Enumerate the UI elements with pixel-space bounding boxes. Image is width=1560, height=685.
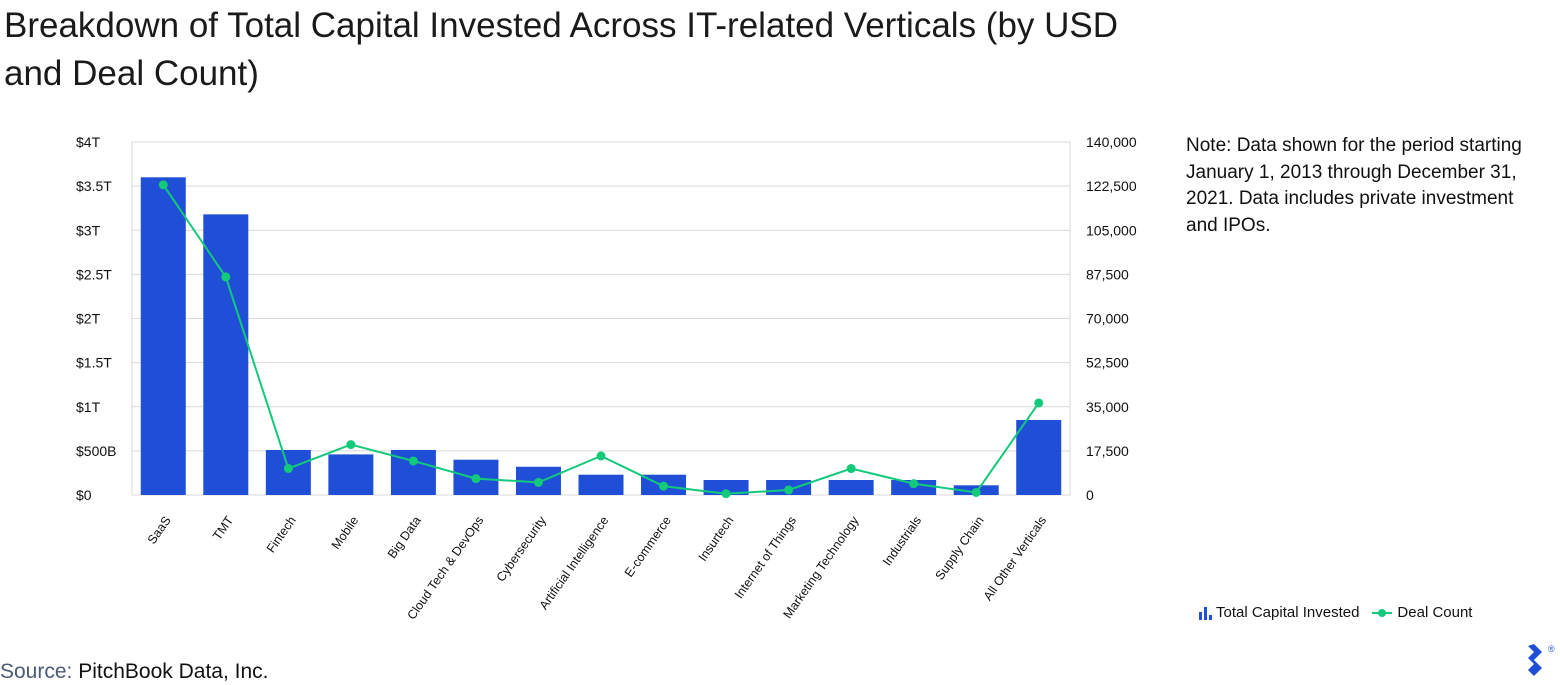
y-right-tick-label: 122,500 <box>1086 178 1137 194</box>
svg-text:®: ® <box>1548 644 1555 654</box>
deal-count-point-8 <box>659 481 669 491</box>
line-marker-icon <box>1372 608 1393 617</box>
chart-legend: Total Capital Invested Deal Count <box>1198 604 1472 621</box>
x-category-label: Supply Chain <box>933 514 987 583</box>
deal-count-point-10 <box>784 485 794 495</box>
source-line: Source: PitchBook Data, Inc. <box>0 660 268 684</box>
y-left-tick-label: $2.5T <box>76 266 112 282</box>
source-label: Source: <box>0 660 73 683</box>
x-category-label: Fintech <box>264 514 299 556</box>
y-left-tick-label: $2T <box>76 311 101 327</box>
bar-chart-icon <box>1199 606 1212 620</box>
y-right-tick-label: 87,500 <box>1086 266 1129 282</box>
y-left-tick-label: $0 <box>76 487 92 503</box>
deal-count-point-12 <box>909 479 919 489</box>
deal-count-line <box>162 184 1040 495</box>
legend-item-line: Deal Count <box>1371 604 1472 621</box>
deal-count-point-4 <box>408 456 418 466</box>
deal-count-point-6 <box>533 477 543 487</box>
y-right-tick-label: 52,500 <box>1086 355 1129 371</box>
deal-count-point-14 <box>1034 398 1044 408</box>
deal-count-point-3 <box>346 440 356 450</box>
y-left-tick-label: $3.5T <box>76 178 112 194</box>
x-category-label: TMT <box>210 513 236 542</box>
y-right-tick-label: 0 <box>1086 487 1094 503</box>
deal-count-point-13 <box>971 487 981 497</box>
legend-item-bar: Total Capital Invested <box>1198 604 1359 621</box>
legend-line-label: Deal Count <box>1397 604 1473 621</box>
deal-count-point-9 <box>721 489 731 499</box>
y-left-tick-label: $1.5T <box>76 355 112 371</box>
x-category-label: Mobile <box>329 514 362 552</box>
x-category-label: Insurtech <box>696 514 737 564</box>
legend-bar-label: Total Capital Invested <box>1216 604 1360 621</box>
bar-7 <box>578 474 624 495</box>
y-right-tick-label: 140,000 <box>1086 134 1137 150</box>
x-category-label: Industrials <box>880 514 924 569</box>
deal-count-point-2 <box>283 464 293 474</box>
y-left-tick-label: $500B <box>76 443 116 459</box>
bar-0 <box>140 177 186 496</box>
deal-count-point-1 <box>221 272 231 282</box>
y-left-tick-label: $3T <box>76 222 101 238</box>
x-category-label: All Other Verticals <box>981 514 1049 603</box>
deal-count-point-0 <box>158 180 168 190</box>
source-text: PitchBook Data, Inc. <box>78 660 269 683</box>
y-left-tick-label: $1T <box>76 399 101 415</box>
chart-note: Note: Data shown for the period starting… <box>1186 135 1522 236</box>
bar-11 <box>828 479 874 495</box>
y-right-tick-label: 17,500 <box>1086 443 1129 459</box>
deal-count-point-7 <box>596 451 606 461</box>
deal-count-point-11 <box>846 464 856 474</box>
bar-14 <box>1016 419 1062 495</box>
bar-3 <box>328 454 374 495</box>
x-category-label: Artificial Intelligence <box>537 514 612 613</box>
bar-1 <box>203 214 249 496</box>
x-category-label: E-commerce <box>622 514 674 580</box>
y-right-tick-label: 70,000 <box>1086 311 1129 327</box>
x-category-label: Cybersecurity <box>494 513 550 584</box>
toptal-logo-icon: ® <box>1528 644 1555 676</box>
chart-title: Breakdown of Total Capital Invested Acro… <box>4 6 1119 93</box>
x-category-label: SaaS <box>145 514 174 547</box>
y-right-tick-label: 35,000 <box>1086 399 1129 415</box>
bar-9 <box>703 479 749 495</box>
x-category-label: Big Data <box>385 514 424 561</box>
y-right-tick-label: 105,000 <box>1086 222 1137 238</box>
x-category-label: Internet of Things <box>732 514 799 602</box>
y-left-tick-label: $4T <box>76 134 101 150</box>
deal-count-point-5 <box>471 474 481 484</box>
